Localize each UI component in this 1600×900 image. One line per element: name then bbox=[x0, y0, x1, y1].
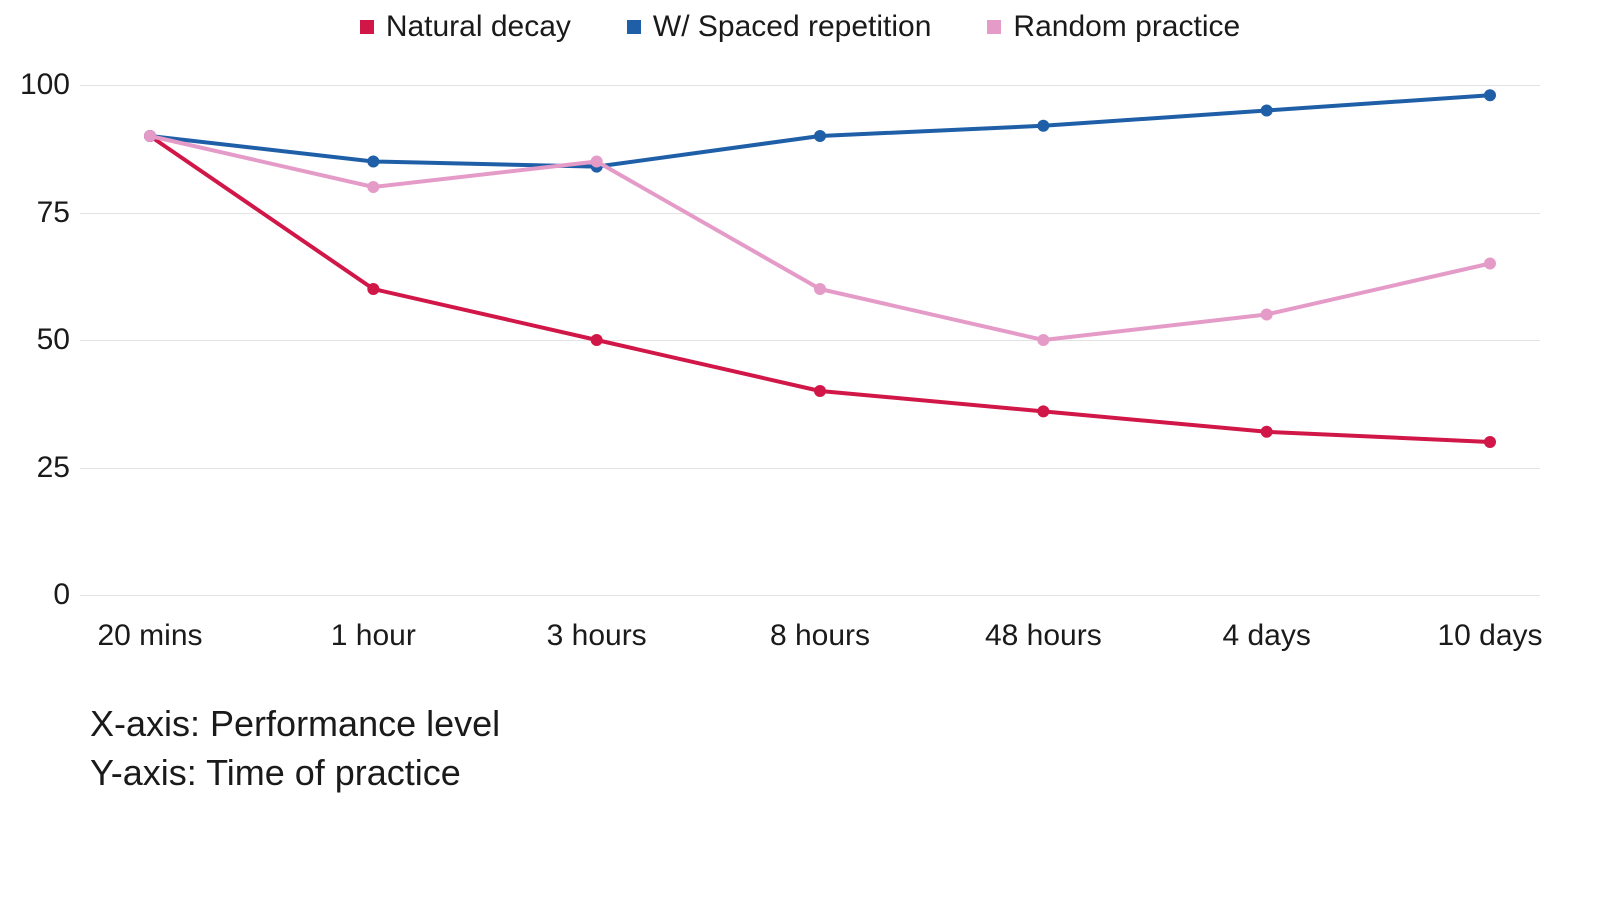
y-tick-label: 75 bbox=[0, 196, 70, 230]
legend-label: Random practice bbox=[1013, 10, 1240, 44]
legend-swatch bbox=[987, 20, 1001, 34]
plot-area bbox=[80, 85, 1540, 595]
x-tick-label: 8 hours bbox=[770, 619, 870, 653]
y-tick-label: 25 bbox=[0, 451, 70, 485]
x-tick-label: 3 hours bbox=[547, 619, 647, 653]
y-tick-label: 0 bbox=[0, 578, 70, 612]
legend-swatch bbox=[360, 20, 374, 34]
chart-container: Natural decay W/ Spaced repetition Random … bbox=[0, 0, 1600, 900]
x-tick-label: 1 hour bbox=[331, 619, 416, 653]
series-marker bbox=[367, 283, 379, 295]
axis-desc-line-2: Y-axis: Time of practice bbox=[90, 749, 500, 798]
series-marker bbox=[1261, 105, 1273, 117]
legend-label: W/ Spaced repetition bbox=[653, 10, 931, 44]
legend-item: W/ Spaced repetition bbox=[627, 10, 931, 44]
series-line bbox=[150, 136, 1490, 340]
axis-desc-line-1: X-axis: Performance level bbox=[90, 700, 500, 749]
chart-legend: Natural decay W/ Spaced repetition Random … bbox=[0, 10, 1600, 44]
series-marker bbox=[1261, 426, 1273, 438]
series-marker bbox=[814, 385, 826, 397]
x-tick-label: 48 hours bbox=[985, 619, 1102, 653]
legend-item: Random practice bbox=[987, 10, 1240, 44]
series-marker bbox=[1484, 436, 1496, 448]
series-marker bbox=[1037, 405, 1049, 417]
series-marker bbox=[367, 181, 379, 193]
series-marker bbox=[814, 283, 826, 295]
series-marker bbox=[591, 156, 603, 168]
series-marker bbox=[1037, 334, 1049, 346]
x-tick-label: 10 days bbox=[1437, 619, 1542, 653]
legend-label: Natural decay bbox=[386, 10, 571, 44]
y-tick-label: 50 bbox=[0, 323, 70, 357]
series-marker bbox=[1037, 120, 1049, 132]
legend-item: Natural decay bbox=[360, 10, 571, 44]
series-marker bbox=[367, 156, 379, 168]
y-tick-label: 100 bbox=[0, 68, 70, 102]
series-marker bbox=[814, 130, 826, 142]
series-marker bbox=[1484, 89, 1496, 101]
gridline bbox=[80, 595, 1540, 596]
series-marker bbox=[591, 334, 603, 346]
line-series-svg bbox=[80, 85, 1540, 595]
series-marker bbox=[1484, 258, 1496, 270]
x-tick-label: 4 days bbox=[1222, 619, 1310, 653]
series-marker bbox=[144, 130, 156, 142]
series-marker bbox=[1261, 309, 1273, 321]
legend-swatch bbox=[627, 20, 641, 34]
axis-description: X-axis: Performance level Y-axis: Time o… bbox=[90, 700, 500, 797]
x-tick-label: 20 mins bbox=[97, 619, 202, 653]
